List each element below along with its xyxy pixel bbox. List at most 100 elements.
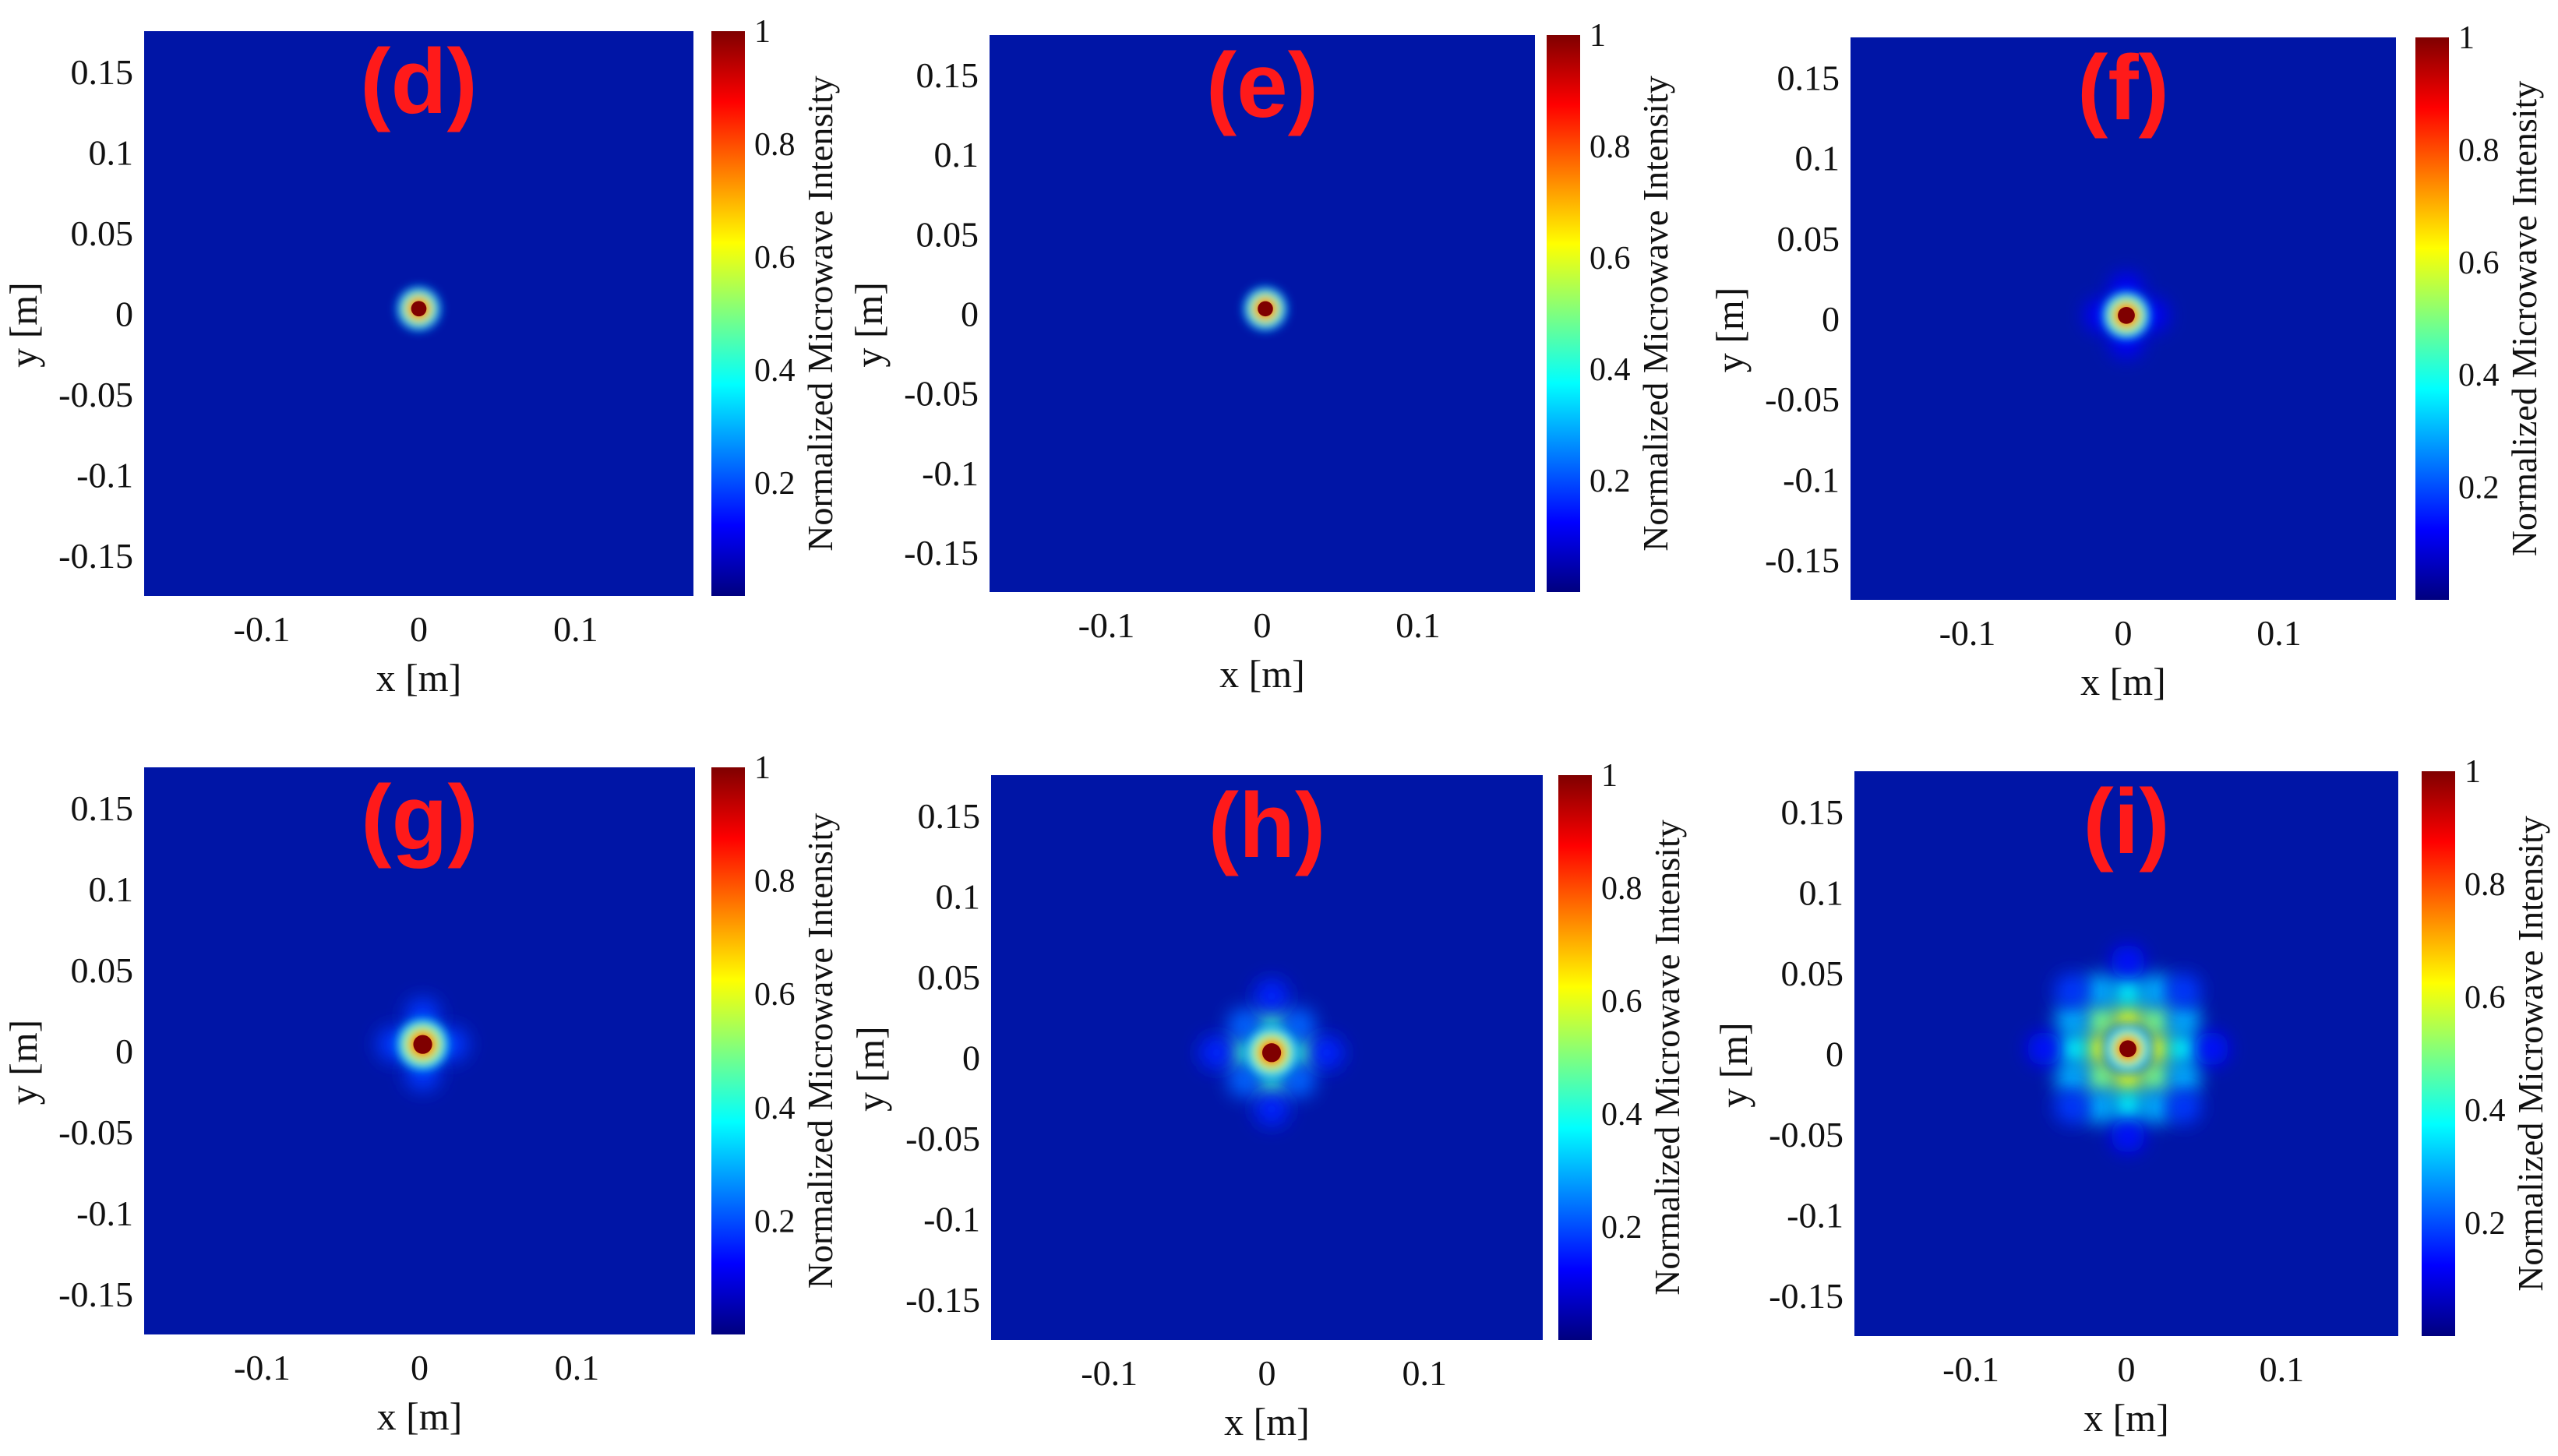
colorbar (711, 31, 745, 596)
sidelobe (2111, 1089, 2145, 1124)
colorbar-tick-label: 0.6 (1589, 241, 1631, 277)
x-tick-label: 0.1 (2256, 613, 2302, 653)
sidelobe (1254, 978, 1290, 1014)
y-axis-label: y [m] (849, 1026, 892, 1112)
y-tick-label: -0.15 (905, 1280, 980, 1320)
colorbar-tick-label: 0.6 (754, 977, 796, 1013)
panel-label: (f) (2077, 37, 2169, 139)
peak-spot (1258, 301, 1273, 317)
colorbar-tick-label: 0.2 (2458, 471, 2500, 506)
sidelobe (2055, 1003, 2090, 1037)
sidelobe (2111, 973, 2145, 1008)
y-tick-label: -0.15 (58, 1274, 133, 1314)
panel-i: (i) 0.15 0.1 0.05 0 -0.05 -0.1 -0.15 -0.1 0 0.1 x [… (1712, 754, 2550, 1440)
y-tick-label: 0.1 (1795, 139, 1840, 178)
sidelobe (2138, 1089, 2173, 1124)
y-tick-label: 0.1 (1799, 873, 1844, 912)
y-axis-label: y [m] (2, 282, 45, 368)
panel-label: (g) (361, 767, 478, 869)
sidelobe (2166, 1031, 2201, 1066)
colorbar-label: Normalized Microwave Intensity (800, 76, 840, 552)
colorbar-tick-label: 0.4 (2465, 1093, 2506, 1129)
panel-g: (g) 0.15 0.1 0.05 0 -0.05 -0.1 -0.15 -0.1 0 0.1 x [… (2, 750, 840, 1438)
panel-label: (i) (2083, 770, 2169, 873)
sidelobe (1199, 1035, 1234, 1070)
sidelobe (2166, 1089, 2201, 1124)
x-tick-label: 0.1 (1395, 605, 1441, 645)
panel-label: (e) (1206, 34, 1318, 137)
heatmap-intensity (1199, 978, 1345, 1127)
y-tick-label: -0.05 (58, 1112, 133, 1152)
colorbar (1558, 775, 1592, 1340)
x-tick-label: 0 (1258, 1353, 1276, 1393)
y-tick-label: 0.05 (918, 957, 981, 997)
colorbar-tick-label: 1 (1601, 758, 1618, 794)
x-tick-label: -0.1 (234, 1348, 291, 1387)
peak-spot (1261, 1043, 1282, 1063)
y-tick-label: -0.1 (922, 453, 979, 493)
x-tick-label: -0.1 (234, 609, 291, 649)
sidelobe (2055, 973, 2090, 1008)
sidelobe (2194, 1031, 2229, 1066)
y-tick-label: 0.1 (89, 132, 134, 172)
y-axis-label: y [m] (1708, 287, 1752, 373)
sidelobe (2083, 1060, 2118, 1095)
colorbar-tick-label: 1 (754, 14, 771, 50)
y-tick-label: -0.15 (904, 533, 979, 573)
colorbar-tick-label: 0.8 (1601, 871, 1642, 907)
y-tick-label: 0.05 (916, 214, 979, 254)
colorbar-tick-label: 0.6 (2458, 245, 2500, 281)
x-tick-label: 0.1 (1402, 1353, 1448, 1393)
sidelobe (2055, 1031, 2090, 1066)
peak-spot (411, 301, 427, 317)
x-tick-label: 0 (411, 1348, 429, 1387)
x-axis-label: x [m] (1224, 1400, 1310, 1444)
y-tick-label: 0.1 (89, 869, 134, 909)
sidelobe (2166, 1060, 2201, 1095)
peak-spot (413, 1035, 432, 1054)
y-tick-label: -0.1 (923, 1200, 980, 1239)
x-axis-label: x [m] (2080, 660, 2166, 703)
x-tick-label: 0.1 (2260, 1349, 2305, 1389)
y-tick-label: -0.15 (1769, 1276, 1844, 1316)
y-tick-label: 0.15 (918, 796, 981, 836)
sidelobe (2083, 973, 2118, 1008)
x-tick-label: -0.1 (1939, 613, 1996, 653)
sidelobe (2166, 973, 2201, 1008)
sidelobe (2166, 1003, 2201, 1037)
y-tick-label: 0 (115, 1031, 133, 1071)
x-tick-label: 0.1 (555, 1348, 600, 1387)
y-axis-label: y [m] (2, 1020, 45, 1105)
x-tick-label: -0.1 (1942, 1349, 1999, 1389)
x-tick-label: -0.1 (1078, 605, 1135, 645)
colorbar-label: Normalized Microwave Intensity (1647, 820, 1687, 1296)
sidelobe (2055, 1089, 2090, 1124)
colorbar-tick-label: 0.8 (2465, 867, 2506, 903)
heatmap-intensity (2027, 944, 2229, 1154)
colorbar-tick-label: 0.8 (754, 127, 796, 163)
y-tick-label: -0.05 (1769, 1115, 1844, 1155)
y-tick-label: 0.15 (71, 52, 134, 92)
y-tick-label: -0.1 (76, 1193, 133, 1233)
y-tick-label: 0.1 (934, 135, 979, 175)
panel-e: (e) 0.15 0.1 0.05 0 -0.05 -0.1 -0.15 -0.1 0 0.1 x [… (847, 18, 1675, 696)
colorbar-tick-label: 0.8 (754, 864, 796, 900)
y-tick-label: 0 (961, 294, 979, 334)
colorbar (2422, 771, 2455, 1336)
y-tick-label: 0 (962, 1038, 980, 1078)
panel-label: (h) (1208, 774, 1326, 877)
sidelobe (2138, 973, 2173, 1008)
y-tick-label: 0 (115, 294, 133, 334)
panel-label: (d) (360, 30, 478, 133)
sidelobe (2111, 944, 2145, 979)
colorbar-tick-label: 0.6 (2465, 980, 2506, 1016)
colorbar-tick-label: 0.6 (1601, 984, 1642, 1020)
colorbar (711, 767, 745, 1334)
colorbar-label: Normalized Microwave Intensity (2510, 816, 2550, 1292)
x-axis-label: x [m] (377, 1394, 463, 1438)
y-tick-label: -0.05 (905, 1119, 980, 1158)
y-axis-label: y [m] (847, 282, 891, 368)
colorbar-tick-label: 0.8 (2458, 132, 2500, 168)
y-tick-label: 0.1 (936, 876, 981, 916)
